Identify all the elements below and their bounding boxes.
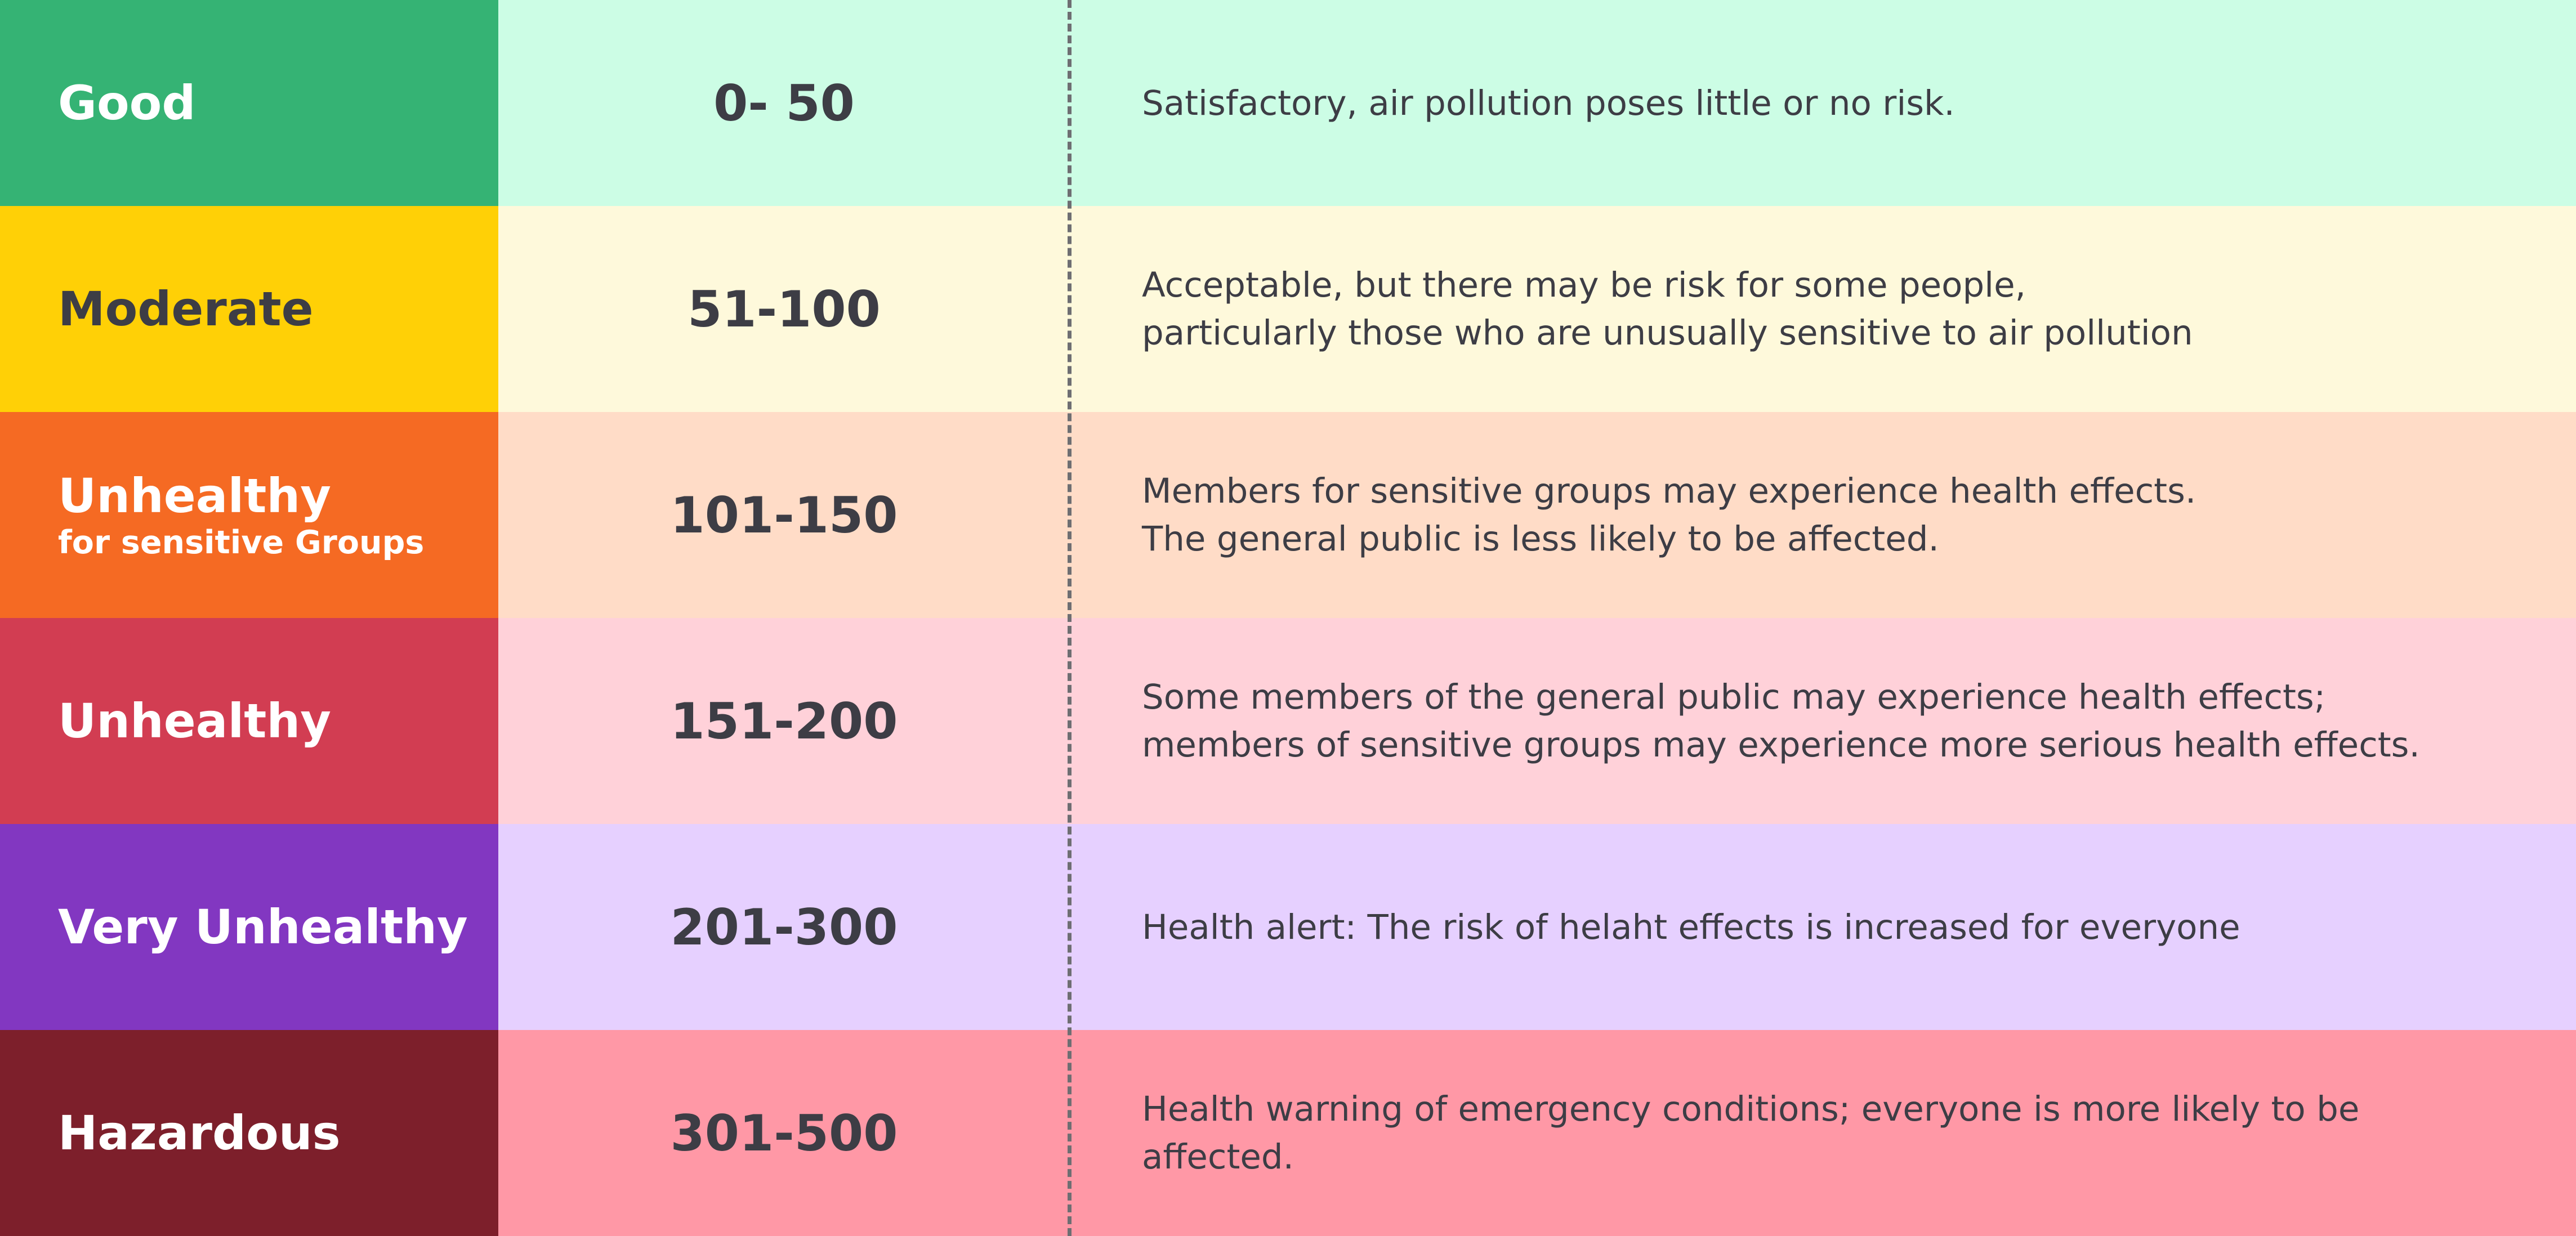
- description-cell: Satisfactory, air pollution poses little…: [1070, 0, 2576, 206]
- aqi-range: 51-100: [687, 280, 881, 338]
- level-sublabel: for sensitive Groups: [58, 524, 425, 561]
- aqi-row-unhealthy-sensitive: Unhealthy for sensitive Groups 101-150 M…: [0, 412, 2576, 618]
- level-name: Good: [58, 75, 196, 131]
- description-cell: Members for sensitive groups may experie…: [1070, 412, 2576, 618]
- level-cell: Very Unhealthy: [0, 824, 498, 1030]
- level-name: Unhealthy: [58, 693, 331, 749]
- level-name: Moderate: [58, 281, 314, 337]
- level-name: Unhealthy: [58, 468, 331, 523]
- description-cell: Health warning of emergency conditions; …: [1070, 1030, 2576, 1236]
- level-cell: Moderate: [0, 206, 498, 412]
- description-line: particularly those who are unusually sen…: [1142, 313, 2193, 353]
- description-cell: Some members of the general public may e…: [1070, 618, 2576, 824]
- description-line: The general public is less likely to be …: [1142, 519, 1939, 559]
- description-line: Acceptable, but there may be risk for so…: [1142, 265, 2026, 305]
- aqi-range: 101-150: [670, 486, 898, 544]
- level-name: Very Unhealthy: [58, 899, 468, 955]
- description-line: Health alert: The risk of helaht effects…: [1142, 907, 2240, 947]
- aqi-range: 301-500: [670, 1104, 898, 1162]
- description-line: members of sensitive groups may experien…: [1142, 725, 2420, 765]
- description-cell: Acceptable, but there may be risk for so…: [1070, 206, 2576, 412]
- aqi-row-moderate: Moderate 51-100 Acceptable, but there ma…: [0, 206, 2576, 412]
- description-line: Members for sensitive groups may experie…: [1142, 471, 2196, 511]
- level-cell: Good: [0, 0, 498, 206]
- level-name: Hazardous: [58, 1105, 341, 1161]
- aqi-row-hazardous: Hazardous 301-500 Health warning of emer…: [0, 1030, 2576, 1236]
- level-cell: Unhealthy for sensitive Groups: [0, 412, 498, 618]
- description-line: Health warning of emergency conditions; …: [1142, 1089, 2360, 1129]
- aqi-range: 151-200: [670, 692, 898, 750]
- aqi-row-very-unhealthy: Very Unhealthy 201-300 Health alert: The…: [0, 824, 2576, 1030]
- description-line: Some members of the general public may e…: [1142, 677, 2326, 717]
- aqi-row-unhealthy: Unhealthy 151-200 Some members of the ge…: [0, 618, 2576, 824]
- description-cell: Health alert: The risk of helaht effects…: [1070, 824, 2576, 1030]
- aqi-range: 0- 50: [713, 74, 855, 132]
- level-cell: Hazardous: [0, 1030, 498, 1236]
- description-line: Satisfactory, air pollution poses little…: [1142, 83, 1955, 123]
- aqi-row-good: Good 0- 50 Satisfactory, air pollution p…: [0, 0, 2576, 206]
- aqi-range: 201-300: [670, 898, 898, 956]
- description-line: affected.: [1142, 1137, 1294, 1177]
- level-cell: Unhealthy: [0, 618, 498, 824]
